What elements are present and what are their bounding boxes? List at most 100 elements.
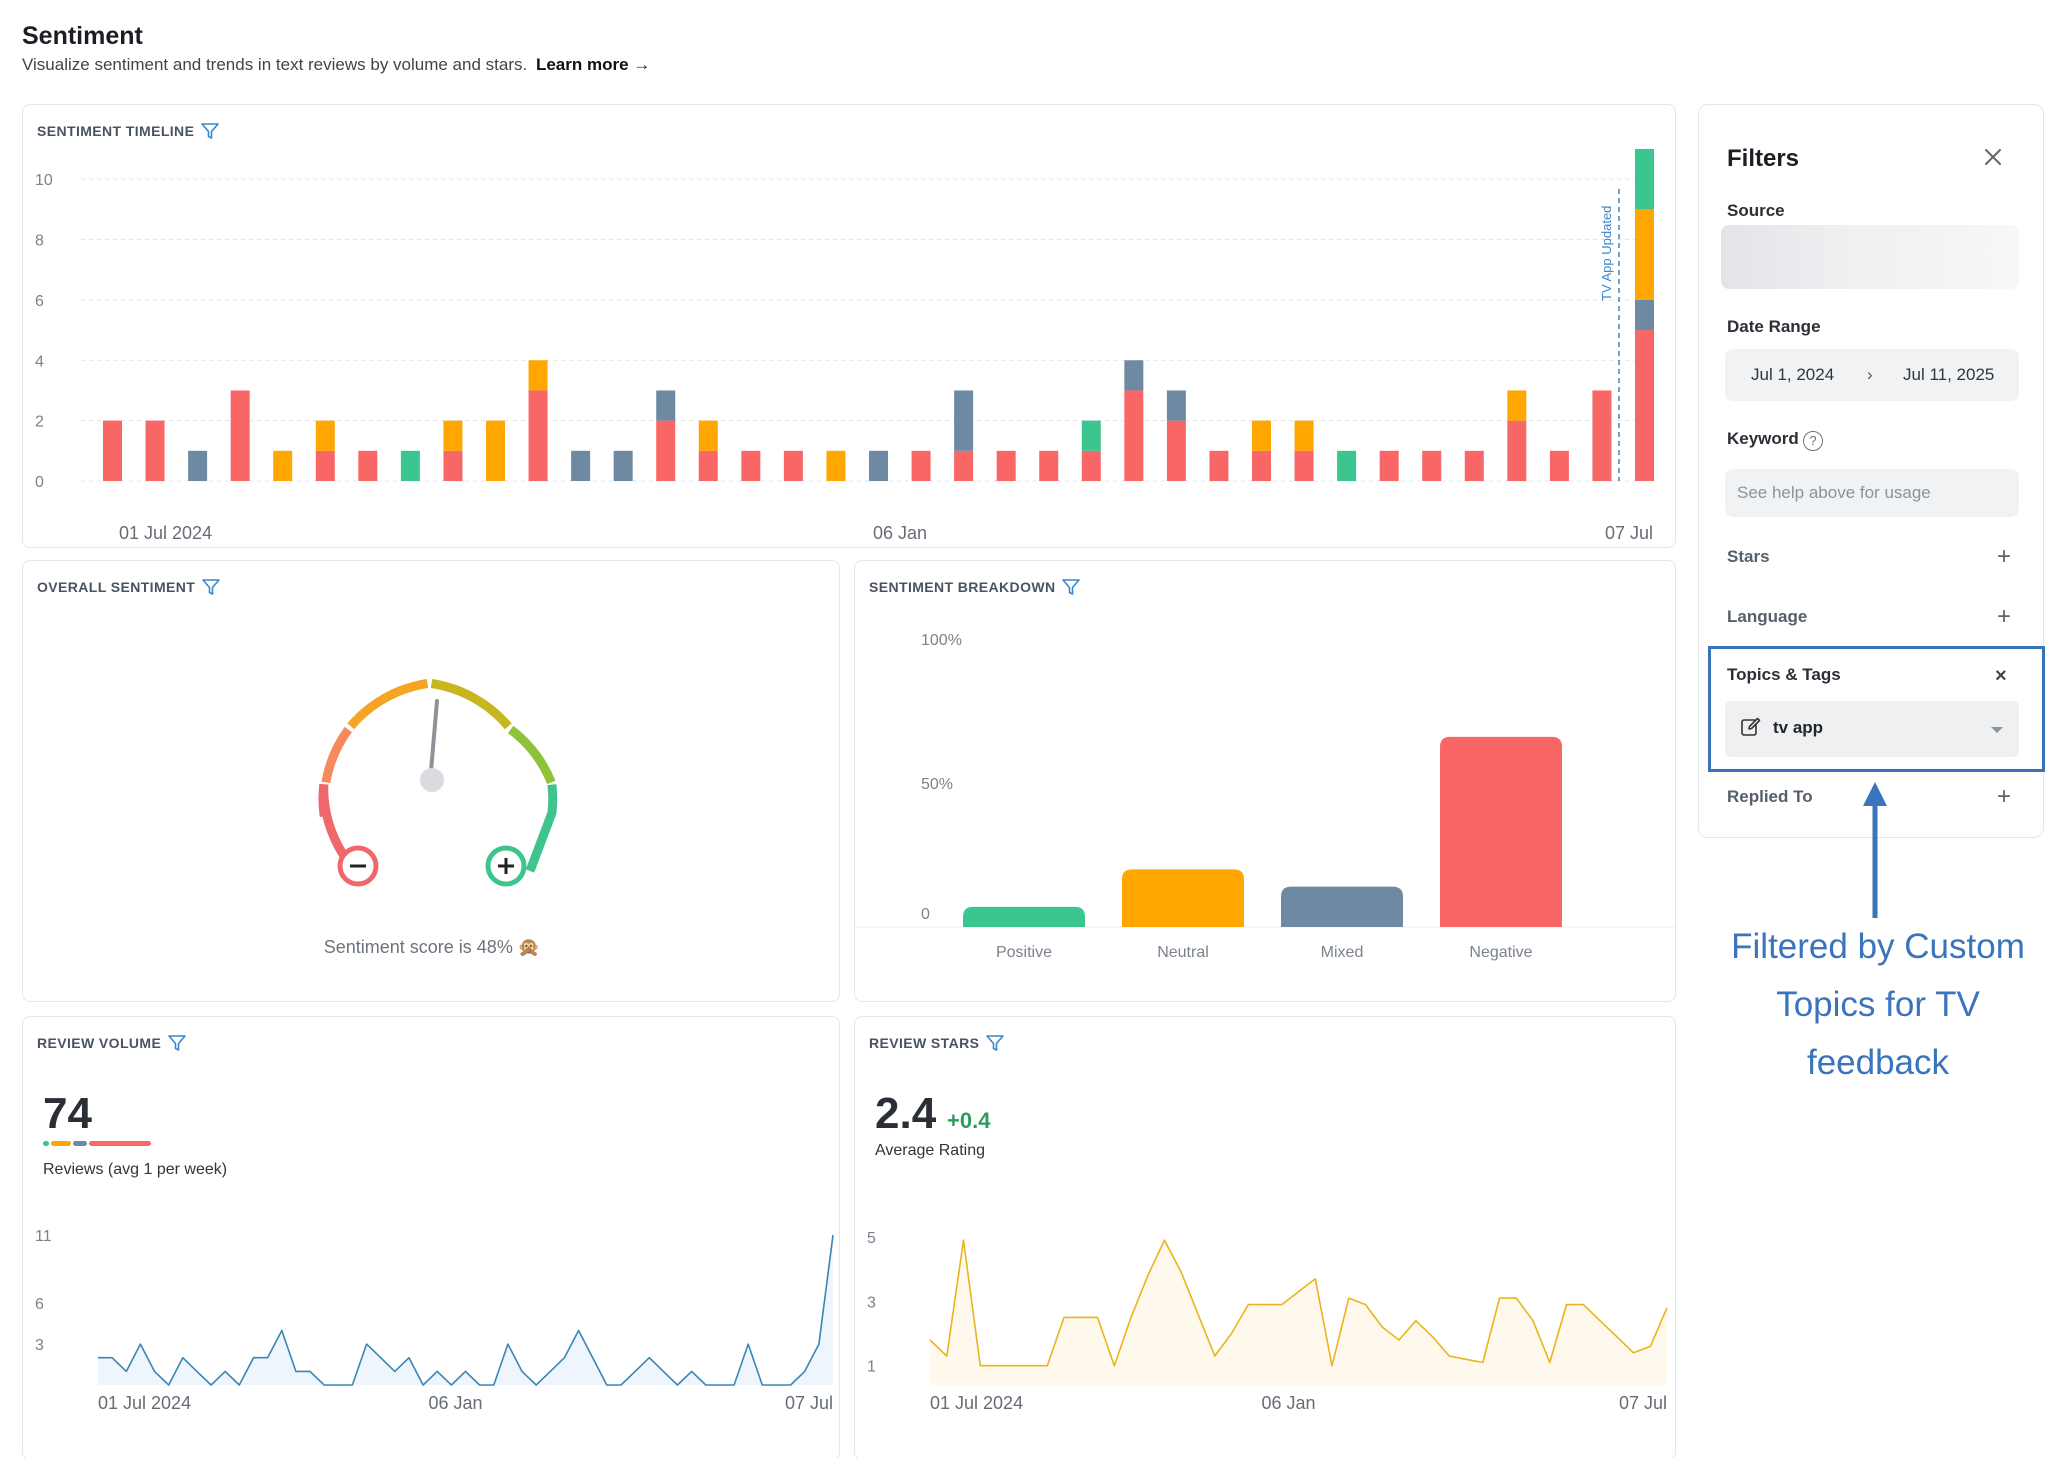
close-icon[interactable] [1981,145,2005,169]
remove-topics-icon[interactable]: × [1995,665,2007,687]
filter-icon[interactable] [167,1033,187,1053]
timeline-bar-neutral [443,420,463,451]
area-fill [930,1240,1667,1385]
area-fill [98,1235,833,1385]
date-from[interactable]: Jul 1, 2024 [1751,365,1835,384]
add-language-icon[interactable]: + [1997,603,2012,630]
category-label: Negative [1469,944,1532,961]
annotation-line-3: feedback [1806,1043,1950,1082]
annotation-line-2: Topics for TV [1776,985,1980,1024]
filters-title: Filters [1727,145,1800,172]
add-replied-icon[interactable]: + [1997,783,2012,810]
x-tick-label: 06 Jan [873,523,927,543]
breakdown-bar-negative [1440,736,1562,927]
sentiment-gauge [318,679,558,887]
timeline-bar-neutral [315,420,335,451]
timeline-bar-negative [230,390,250,481]
stars-chart: 1 3 5 01 Jul 2024 06 Jan 07 Jul [867,1230,1668,1413]
filter-icon[interactable] [200,121,220,141]
y-tick-label: 0 [921,906,930,923]
volume-title-text: REVIEW VOLUME [37,1035,162,1051]
gauge-arc-orange-red [321,726,352,784]
timeline-bar-negative [656,420,676,481]
timeline-bar-neutral [1252,420,1271,451]
sentiment-breakdown-card: SENTIMENT BREAKDOWN 100% 50% 0 Positive Neut… [854,560,1676,1002]
timeline-bar-neutral [1635,209,1654,300]
timeline-bar-mixed [1635,299,1654,331]
y-tick-label: 1 [867,1359,876,1376]
y-tick-label: 2 [35,414,44,431]
keyword-input[interactable] [1725,469,2019,517]
overall-title-text: OVERALL SENTIMENT [37,579,196,595]
date-to[interactable]: Jul 11, 2025 [1903,365,1995,384]
replied-to-label[interactable]: Replied To [1727,787,1813,806]
stars-filter-label[interactable]: Stars [1727,547,1770,566]
date-range-picker[interactable]: Jul 1, 2024 › Jul 11, 2025 [1725,349,2019,401]
timeline-bar-negative [698,450,718,481]
date-range-label: Date Range [1727,317,1821,336]
overall-title: OVERALL SENTIMENT [37,577,221,597]
review-volume-card: REVIEW VOLUME 74 Reviews (avg 1 per week… [22,1016,840,1458]
timeline-bar-neutral [826,450,846,481]
timeline-title-text: SENTIMENT TIMELINE [37,123,195,139]
filter-icon[interactable] [985,1033,1005,1053]
breakdown-title-text: SENTIMENT BREAKDOWN [869,579,1056,595]
review-count-label: Reviews (avg 1 per week) [43,1161,228,1178]
help-icon[interactable]: ? [1803,431,1823,451]
filter-icon[interactable] [1061,577,1081,597]
timeline-bar-negative [954,450,974,481]
source-selector[interactable] [1721,225,2019,289]
timeline-bar-negative [911,450,931,481]
plus-icon [485,845,527,887]
y-tick-label: 6 [35,293,44,310]
timeline-bar-positive [1081,420,1101,451]
topics-tags-select[interactable]: tv app [1725,701,2019,757]
timeline-bar-negative [1081,450,1101,481]
x-tick-label: 07 Jul [785,1393,833,1413]
timeline-bar-neutral [528,360,548,391]
gauge-arc-yellowgreen [507,725,556,785]
topics-tags-label: Topics & Tags [1727,665,1841,684]
add-stars-icon[interactable]: + [1997,543,2012,570]
y-tick-label: 0 [35,474,44,491]
up-arrow-icon [1863,782,1887,918]
timeline-bar-negative [1166,420,1186,481]
language-filter-label[interactable]: Language [1727,607,1808,626]
timeline-bar-negative [443,450,463,481]
timeline-bar-negative [145,420,165,481]
learn-more-link[interactable]: Learn more → [535,55,651,74]
timeline-bar-negative [783,450,803,481]
y-tick-label: 11 [35,1228,52,1245]
timeline-bar-mixed [571,450,591,481]
x-tick-label: 01 Jul 2024 [119,523,212,543]
x-tick-label: 06 Jan [428,1393,482,1413]
overall-sentiment-card: OVERALL SENTIMENT Sentiment score is 48%… [22,560,840,1002]
timeline-bar-negative [996,450,1016,481]
filter-icon[interactable] [201,577,221,597]
timeline-bar-positive [400,450,420,481]
rating-delta: +0.4 [947,1108,991,1133]
timeline-bar-negative [1209,450,1229,481]
timeline-bar-negative [1294,450,1314,481]
x-tick-label: 07 Jul [1605,523,1653,543]
timeline-bar-mixed [613,450,633,481]
keyword-label: Keyword [1727,429,1799,448]
stars-title-text: REVIEW STARS [869,1035,980,1051]
gauge-arc-green [525,784,558,873]
timeline-bar-negative [1464,450,1484,481]
timeline-bar-negative [1379,450,1399,481]
timeline-bar-neutral [1507,390,1527,421]
volume-chart: 3 6 11 01 Jul 2024 06 Jan 07 Jul [35,1228,834,1413]
sentiment-score-text: Sentiment score is 48% 🙊 [323,937,541,957]
timeline-bar-negative [1252,450,1271,481]
gauge-needle [429,699,439,773]
gauge-pivot [420,768,444,792]
timeline-bar-mixed [869,450,888,481]
timeline-bar-negative [1507,420,1527,481]
y-tick-label: 50% [921,776,953,793]
sentiment-mini-bar [43,1141,151,1146]
annotation-text: Filtered by Custom Topics for TV feedbac… [1718,918,2038,1092]
breakdown-bar-neutral [1122,869,1244,927]
timeline-bar-negative [315,450,335,481]
review-count: 74 [43,1089,92,1138]
